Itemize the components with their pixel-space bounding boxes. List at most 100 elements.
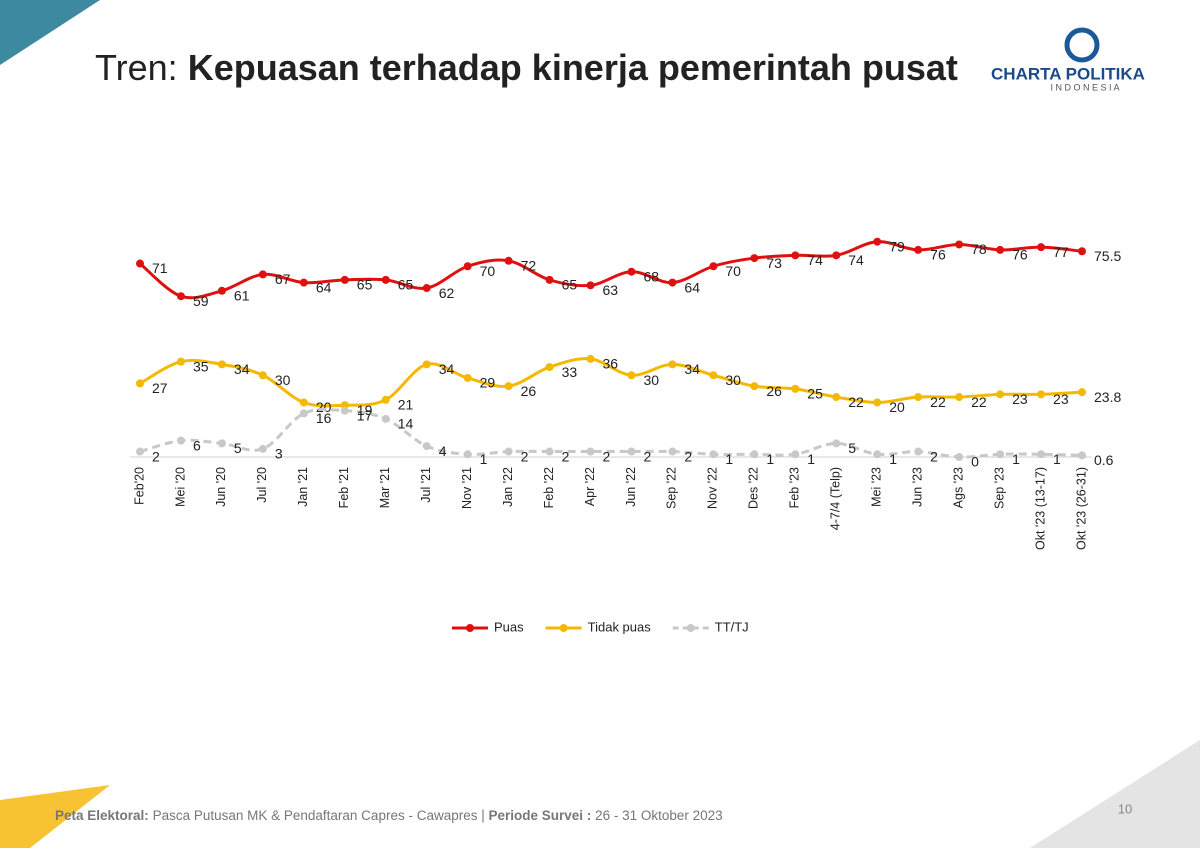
corner-decoration — [0, 785, 110, 848]
data-label: 65 — [357, 277, 373, 293]
data-label: 22 — [930, 394, 946, 410]
x-tick-label: Sep '22 — [665, 467, 679, 509]
data-label: 73 — [766, 255, 782, 271]
corner-decoration — [0, 0, 100, 65]
data-point — [299, 278, 308, 287]
data-point — [914, 447, 923, 456]
x-tick-label: Sep '23 — [992, 467, 1006, 509]
x-tick-label: Mei '20 — [173, 467, 187, 507]
data-label: 59 — [193, 293, 209, 309]
data-label: 75.5 — [1094, 248, 1121, 264]
data-point — [955, 453, 964, 461]
footer-label: Peta Elektoral: — [55, 808, 149, 823]
data-point — [709, 262, 718, 271]
data-label: 64 — [684, 279, 700, 295]
legend-marker — [559, 624, 568, 632]
data-label: 2 — [930, 448, 938, 464]
data-label: 16 — [316, 410, 332, 426]
data-label: 65 — [562, 277, 578, 293]
x-tick-label: Feb'20 — [132, 467, 146, 505]
legend-marker — [466, 624, 474, 632]
data-point — [463, 262, 472, 271]
data-label: 35 — [193, 358, 209, 374]
data-point — [217, 286, 226, 295]
data-label: 5 — [234, 440, 242, 456]
footer: Peta Elektoral: Pasca Putusan MK & Penda… — [55, 808, 723, 823]
data-label: 2 — [562, 448, 570, 464]
x-tick-label: Apr '22 — [583, 467, 597, 506]
logo-text: CHARTA POLITIKA — [991, 64, 1145, 83]
data-label: 22 — [848, 394, 864, 410]
data-point — [504, 256, 513, 265]
data-label: 1 — [725, 451, 733, 467]
data-label: 1 — [1053, 451, 1061, 467]
data-point — [136, 447, 144, 456]
data-point — [1078, 451, 1086, 460]
data-label: 34 — [439, 361, 455, 377]
data-label: 1 — [766, 451, 774, 467]
x-tick-label: Ags '23 — [951, 467, 965, 508]
data-point — [136, 259, 144, 268]
data-label: 1 — [1012, 451, 1020, 467]
data-point — [217, 360, 226, 369]
data-label: 70 — [480, 263, 496, 279]
data-label: 20 — [889, 399, 905, 415]
data-point — [832, 393, 841, 402]
data-label: 26 — [521, 383, 537, 399]
data-point — [668, 360, 677, 369]
data-point — [381, 414, 390, 423]
data-point — [791, 384, 800, 393]
title: Kepuasan terhadap kinerja pemerintah pus… — [188, 47, 958, 88]
x-tick-label: Feb '21 — [337, 467, 351, 508]
legend-marker — [686, 624, 695, 632]
data-point — [668, 278, 677, 287]
data-point — [176, 357, 185, 366]
data-point — [545, 447, 554, 456]
data-point — [258, 270, 267, 279]
data-label: 17 — [357, 407, 373, 423]
data-label: 64 — [316, 279, 332, 295]
page-number: 10 — [1118, 801, 1132, 816]
data-point — [586, 447, 595, 456]
data-label: 1 — [889, 451, 897, 467]
data-point — [627, 267, 636, 276]
data-label: 6 — [193, 437, 201, 453]
data-point — [750, 254, 759, 263]
data-label: 77 — [1053, 244, 1069, 260]
data-label: 76 — [1012, 247, 1028, 263]
data-point — [381, 275, 390, 284]
x-tick-label: Mar '21 — [378, 467, 392, 508]
data-point — [258, 444, 267, 453]
data-point — [299, 409, 308, 418]
data-point — [955, 393, 964, 402]
data-point — [340, 406, 349, 415]
data-point — [750, 450, 759, 459]
data-label: 36 — [603, 356, 619, 372]
x-tick-label: Jan '22 — [501, 467, 515, 507]
x-tick-label: Jan '21 — [296, 467, 310, 507]
data-point — [463, 450, 472, 459]
data-point — [176, 436, 185, 445]
data-point — [381, 395, 390, 404]
footer-text: Pasca Putusan MK & Pendaftaran Capres - … — [153, 808, 478, 823]
x-tick-label: Jun '23 — [910, 467, 924, 507]
data-label: 74 — [848, 252, 864, 268]
data-label: 34 — [684, 361, 700, 377]
data-label: 20 — [316, 399, 332, 415]
data-label: 23 — [1012, 391, 1028, 407]
data-point — [832, 439, 841, 448]
data-point — [258, 371, 267, 380]
data-label: 30 — [725, 372, 741, 388]
data-point — [791, 251, 800, 260]
data-point — [422, 442, 431, 451]
data-label: 30 — [643, 372, 659, 388]
data-label: 30 — [275, 372, 291, 388]
x-tick-label: Okt '23 (13-17) — [1033, 467, 1047, 550]
data-point — [545, 363, 554, 372]
data-label: 5 — [848, 440, 856, 456]
data-label: 4 — [439, 443, 447, 459]
data-point — [914, 393, 923, 402]
data-point — [996, 245, 1005, 254]
data-point — [422, 360, 431, 369]
